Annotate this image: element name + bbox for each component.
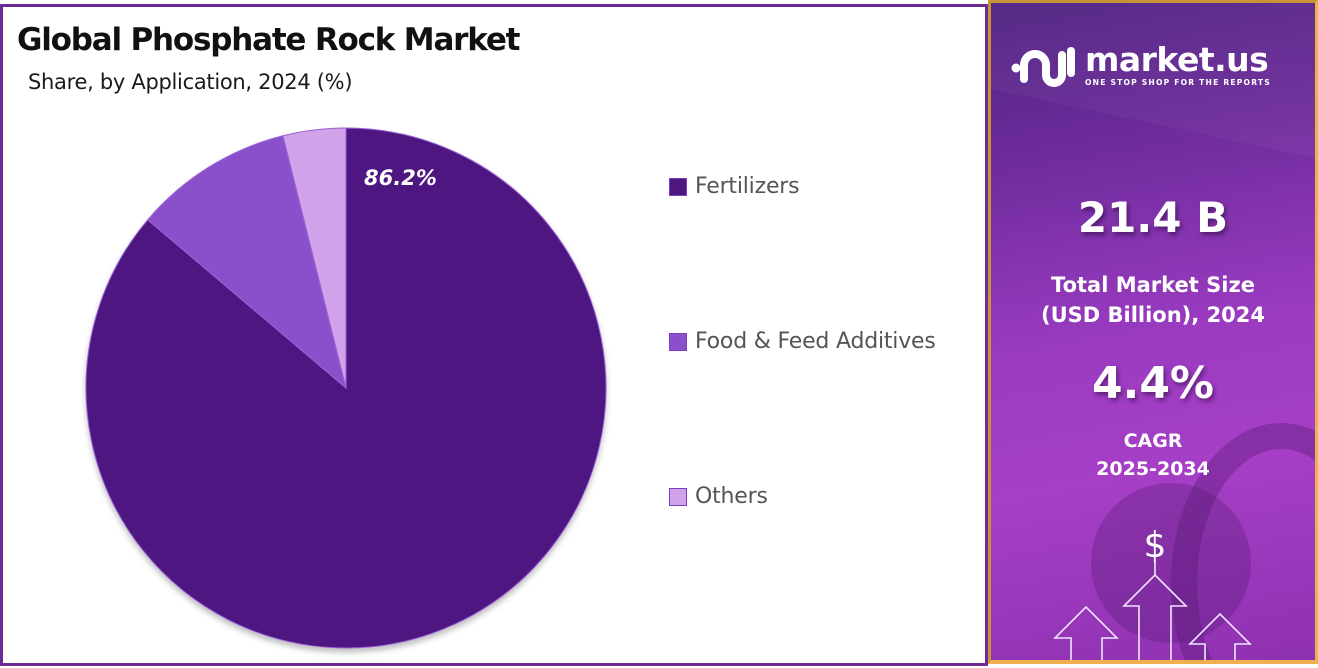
brand-name: market.us bbox=[1085, 40, 1269, 79]
legend-swatch-food-feed-additives bbox=[669, 332, 687, 351]
market-size-caption-line2: (USD Billion), 2024 bbox=[1040, 303, 1266, 327]
market-us-logo-icon bbox=[1011, 47, 1075, 87]
brand-logo[interactable]: market.us ONE STOP SHOP FOR THE REPORTS bbox=[1011, 41, 1271, 89]
market-size-caption-line1: Total Market Size bbox=[1051, 273, 1255, 297]
growth-arrows-icon: $ bbox=[1053, 525, 1252, 660]
legend-item-others[interactable]: Others bbox=[669, 484, 768, 509]
chart-title: Global Phosphate Rock Market bbox=[17, 22, 520, 58]
summary-panel: market.us ONE STOP SHOP FOR THE REPORTS … bbox=[988, 0, 1318, 664]
legend-item-fertilizers[interactable]: Fertilizers bbox=[669, 174, 800, 199]
cagr-caption-period: 2025-2034 bbox=[1096, 458, 1210, 480]
dollar-icon: $ bbox=[1144, 525, 1167, 566]
pie-chart-svg bbox=[85, 127, 607, 649]
cagr-value: 4.4% bbox=[1091, 358, 1215, 409]
legend-label-food-feed-additives: Food & Feed Additives bbox=[695, 329, 936, 354]
legend-swatch-others bbox=[669, 487, 687, 506]
legend-swatch-fertilizers bbox=[669, 177, 687, 196]
legend-label-fertilizers: Fertilizers bbox=[695, 174, 800, 199]
market-size-value: 21.4 B bbox=[1077, 193, 1229, 242]
pie-slice-others[interactable] bbox=[282, 127, 347, 389]
pie-chart: 86.2% bbox=[85, 127, 607, 649]
brand-tagline: ONE STOP SHOP FOR THE REPORTS bbox=[1085, 78, 1271, 87]
cagr-caption-label: CAGR bbox=[1123, 430, 1183, 452]
pie-slice-food-feed-additives[interactable] bbox=[147, 135, 347, 390]
chart-subtitle: Share, by Application, 2024 (%) bbox=[28, 70, 353, 94]
legend-item-food-feed-additives[interactable]: Food & Feed Additives bbox=[669, 329, 936, 354]
legend-label-others: Others bbox=[695, 484, 768, 509]
